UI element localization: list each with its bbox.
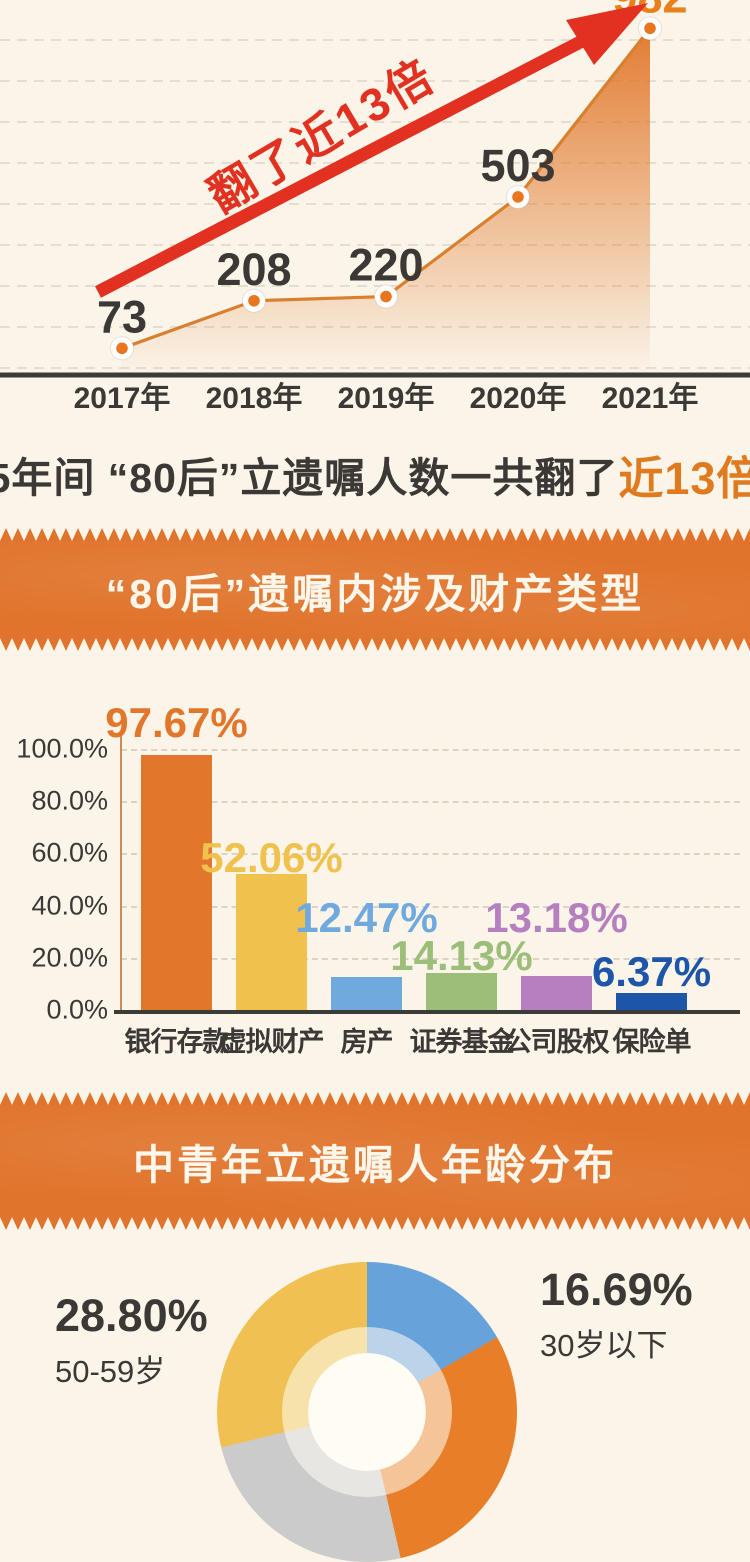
y-tick-label: 100.0%	[16, 733, 108, 764]
banner-title: 中青年立遗嘱人年龄分布	[133, 1142, 617, 1188]
year-label: 2021年	[602, 382, 699, 415]
bar-5	[616, 993, 687, 1010]
grid-line	[121, 905, 740, 908]
line-marker-dot	[116, 342, 128, 355]
line-chart-section: 73208220503982 2017年2018年2019年2020年2021年…	[0, 0, 750, 428]
point-value-label: 73	[97, 291, 147, 342]
bar-value-label: 6.37%	[591, 948, 712, 995]
bar-value-label: 52.06%	[200, 834, 343, 881]
growth-arrow	[95, 3, 648, 298]
y-tick-label: 80.0%	[31, 785, 108, 816]
grid-line	[121, 801, 740, 804]
grid-line	[121, 853, 740, 856]
pie-chart-section: 28.80% 50-59岁 16.69% 30岁以下	[0, 1230, 750, 1562]
banner-title: “80后”遗嘱内涉及财产类型	[105, 570, 645, 617]
x-axis	[114, 1010, 740, 1014]
area-fill	[122, 28, 650, 375]
pie-callout-percent: 16.69%	[540, 1264, 693, 1315]
line-series: 73208220503982	[97, 0, 688, 375]
x-axis-labels: 2017年 2018年 2019年 2020年 2021年	[74, 382, 699, 415]
bar-0	[141, 755, 212, 1010]
year-label: 2019年	[338, 382, 435, 415]
year-label: 2020年	[470, 382, 567, 415]
zigzag-top	[0, 528, 750, 541]
bar-category-label: 银行存款	[124, 1027, 230, 1057]
pie-callout-label: 50-59岁	[55, 1354, 166, 1389]
zigzag-top	[0, 1092, 750, 1105]
grid-line	[121, 749, 740, 751]
line-marker-dot	[248, 294, 260, 307]
headline-highlight: 近13倍	[618, 452, 750, 504]
zigzag-bottom	[0, 1217, 750, 1230]
point-value-label: 503	[480, 140, 555, 191]
y-tick-label: 0.0%	[46, 994, 108, 1025]
year-label: 2017年	[74, 382, 171, 415]
bar-chart-section: 100.0% 80.0% 60.0% 40.0% 20.0% 0.0% 97.67% 银行存款…	[0, 680, 750, 1080]
line-marker-dot	[512, 191, 524, 203]
bar-value-label: 13.18%	[485, 894, 628, 941]
banner-age-distribution: 中青年立遗嘱人年龄分布	[0, 1092, 750, 1230]
pie-callout-percent: 28.80%	[55, 1290, 208, 1341]
grid-line	[121, 957, 740, 960]
bar-category-label: 公司股权	[504, 1027, 610, 1057]
bar-4	[521, 975, 592, 1010]
bar-value-label: 14.13%	[390, 932, 533, 979]
zigzag-bottom	[0, 638, 750, 651]
headline: 5年间 “80后”立遗嘱人数一共翻了 近13倍	[0, 443, 750, 505]
line-marker-dot	[380, 290, 392, 303]
bar-category-label: 保险单	[612, 1027, 692, 1057]
pie-callout-label: 30岁以下	[540, 1328, 668, 1363]
bar-category-label: 房产	[340, 1027, 394, 1057]
y-tick-label: 40.0%	[31, 890, 108, 921]
point-value-label: 220	[348, 240, 423, 291]
pie-callout-under-30: 16.69% 30岁以下	[540, 1264, 693, 1365]
pie-callout-50-59: 28.80% 50-59岁	[55, 1290, 208, 1391]
y-axis	[120, 736, 122, 1010]
point-value-label: 208	[216, 244, 291, 295]
line-marker-dot	[644, 22, 656, 35]
headline-text: 5年间 “80后”立遗嘱人数一共翻了	[0, 455, 619, 501]
bar-value-label: 97.67%	[105, 699, 248, 746]
bar-3	[426, 973, 497, 1010]
y-tick-label: 60.0%	[31, 837, 108, 868]
bar-2	[331, 977, 402, 1010]
bar-category-label: 证券基金	[409, 1027, 515, 1057]
donut-hole	[308, 1353, 426, 1471]
banner-property-types: “80后”遗嘱内涉及财产类型	[0, 528, 750, 651]
y-tick-label: 20.0%	[31, 942, 108, 973]
bar-category-label: 虚拟财产	[219, 1027, 325, 1057]
bar-1	[236, 874, 307, 1010]
bar-value-label: 12.47%	[295, 894, 438, 941]
year-label: 2018年	[206, 382, 303, 415]
